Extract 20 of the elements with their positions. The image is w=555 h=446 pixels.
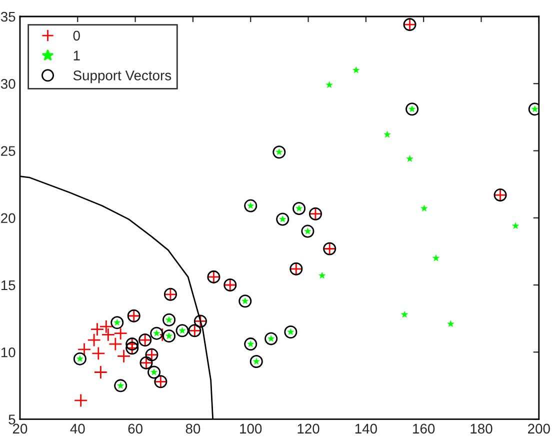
legend-label: Support Vectors bbox=[73, 70, 172, 84]
x-tick-label: 140 bbox=[355, 424, 377, 434]
x-tick-label: 100 bbox=[240, 424, 262, 434]
x-tick-label: 40 bbox=[70, 424, 85, 434]
x-tick-label: 200 bbox=[528, 424, 550, 434]
x-tick-label: 20 bbox=[12, 424, 28, 434]
legend-label: 0 bbox=[73, 30, 80, 41]
y-tick-label: 30 bbox=[0, 78, 16, 89]
y-tick-label: 10 bbox=[1, 347, 16, 358]
x-tick-label: 80 bbox=[186, 424, 200, 434]
y-tick-label: 35 bbox=[0, 12, 16, 22]
y-tick-label: 25 bbox=[1, 146, 16, 156]
x-tick-label: 120 bbox=[298, 424, 320, 434]
x-tick-label: 180 bbox=[470, 424, 492, 434]
x-tick-label: 160 bbox=[413, 424, 435, 434]
y-tick-label: 5 bbox=[8, 414, 16, 424]
legend-label: 1 bbox=[74, 50, 80, 60]
y-tick-label: 20 bbox=[1, 213, 16, 224]
x-tick-label: 60 bbox=[128, 424, 142, 434]
y-tick-label: 15 bbox=[1, 280, 16, 290]
